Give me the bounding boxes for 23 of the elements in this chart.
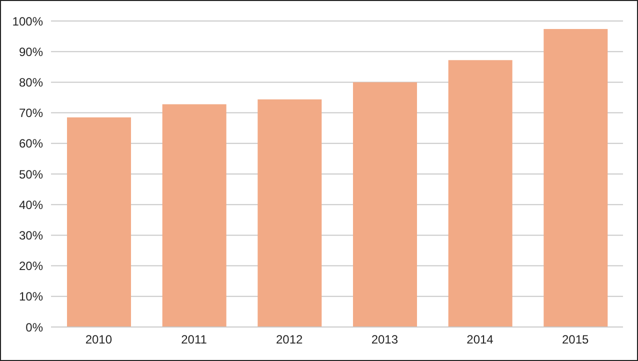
y-tick-label: 30% — [18, 228, 44, 242]
bar — [67, 117, 131, 327]
x-tick-label: 2010 — [85, 332, 112, 347]
bar — [353, 82, 417, 327]
y-tick-label: 20% — [18, 259, 44, 274]
y-tick-label: 60% — [18, 136, 44, 151]
y-tick-label: 70% — [18, 106, 44, 120]
bar — [448, 60, 512, 327]
bar — [162, 104, 226, 327]
y-tick-label: 100% — [12, 14, 44, 28]
x-tick-label: 2012 — [276, 332, 304, 347]
bar — [258, 99, 322, 327]
x-tick-label: 2015 — [562, 332, 590, 347]
x-tick-label: 2014 — [466, 332, 494, 347]
y-tick-label: 80% — [18, 75, 44, 90]
y-tick-label: 10% — [18, 290, 44, 304]
y-tick-label: 40% — [18, 198, 44, 212]
y-tick-label: 0% — [26, 320, 44, 334]
y-tick-label: 90% — [18, 44, 44, 59]
x-tick-label: 2013 — [371, 332, 398, 347]
x-tick-label: 2011 — [181, 332, 208, 347]
bar — [544, 28, 608, 327]
y-tick-label: 50% — [18, 167, 44, 182]
